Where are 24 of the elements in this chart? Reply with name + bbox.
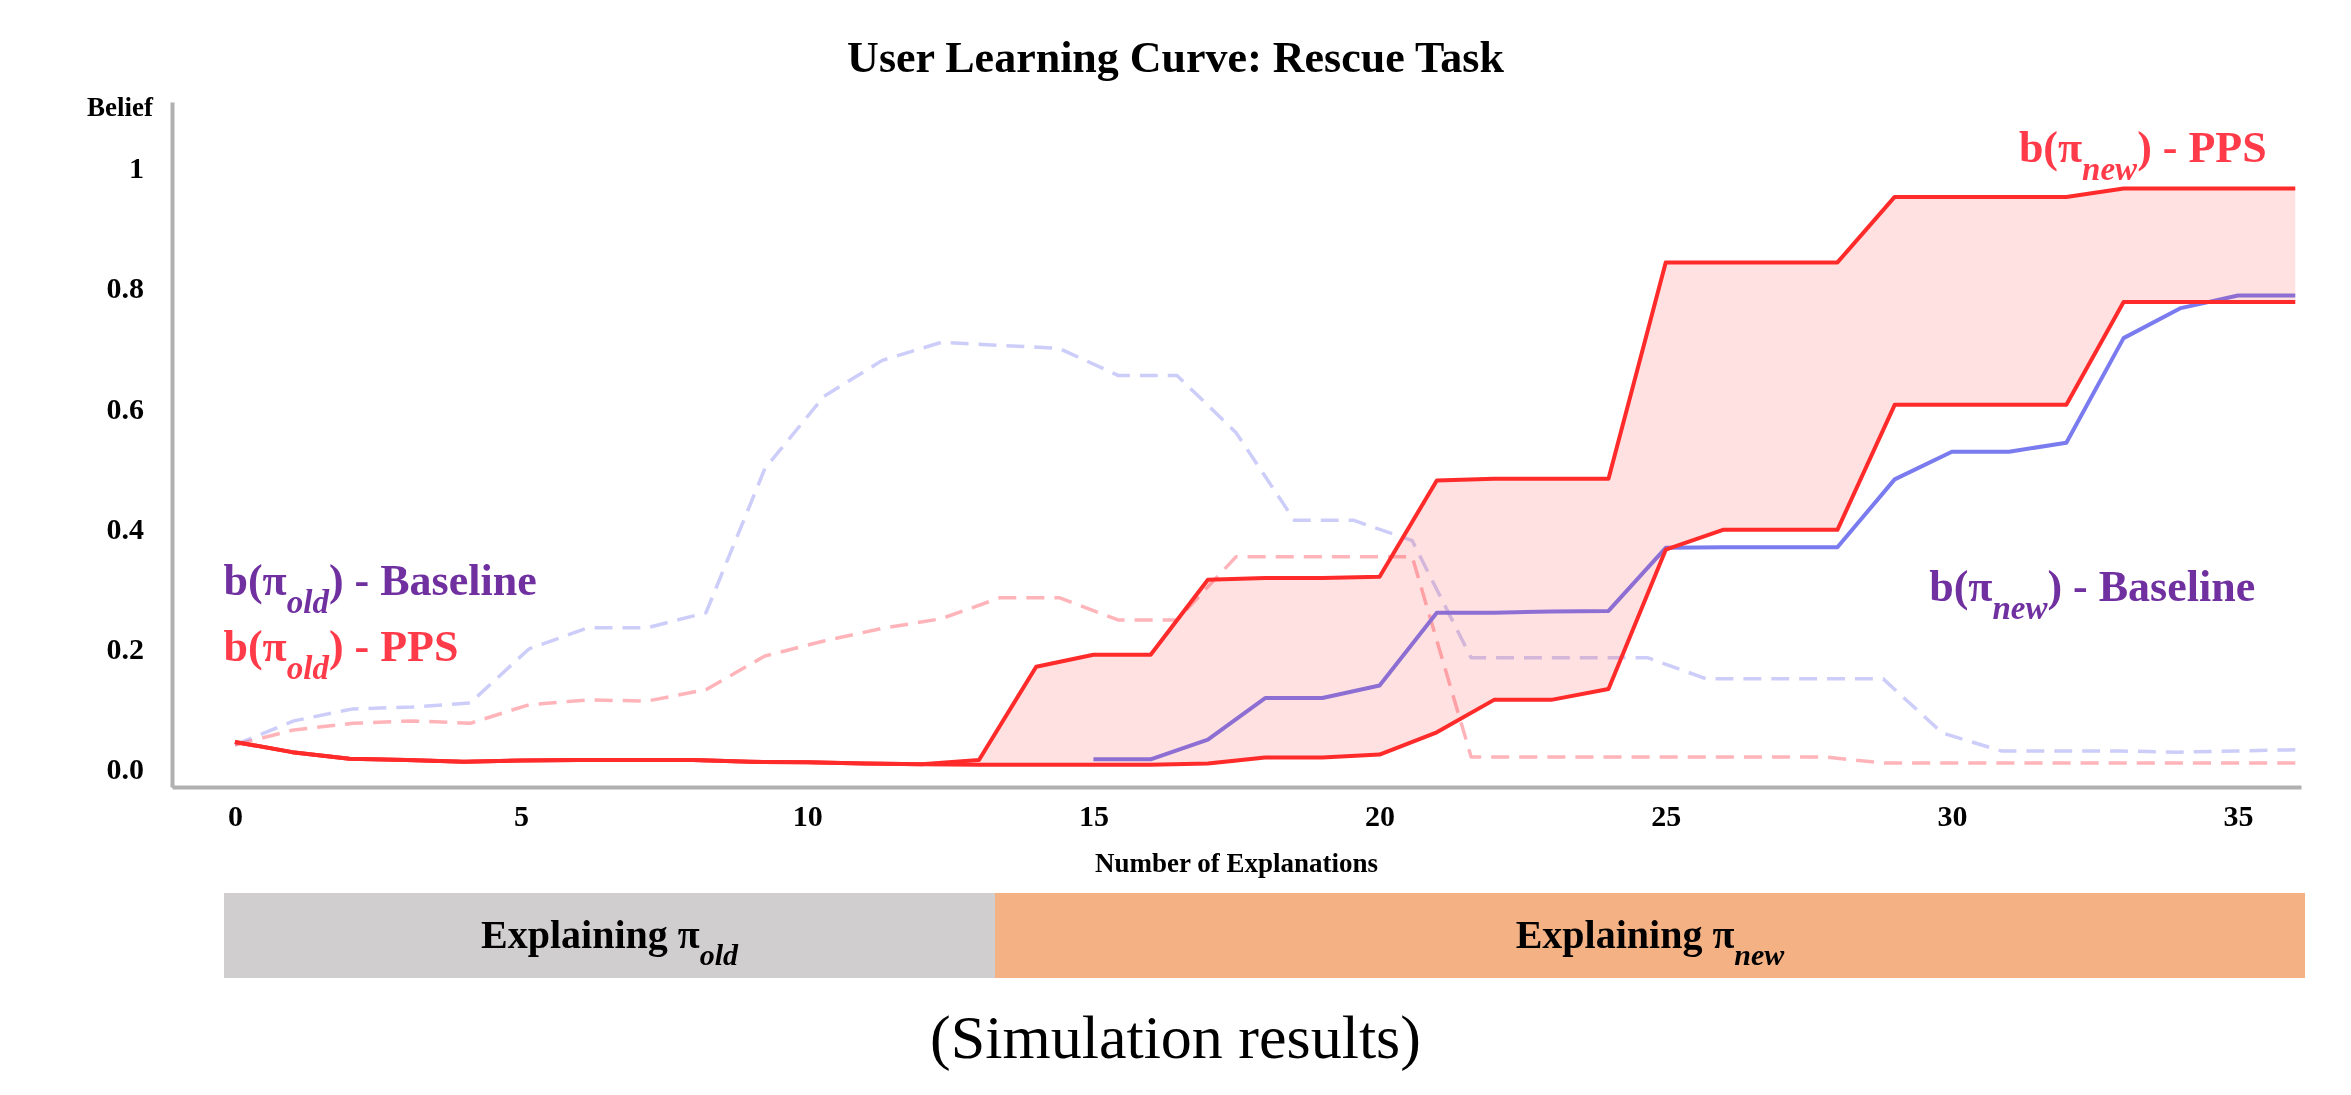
y-tick-label: 0.0 (106, 752, 144, 786)
series-label: b(π$_{old}$) - Baseline (223, 555, 537, 620)
text: Explaining π$_{new}$ (1515, 912, 1786, 971)
x-tick-label: 25 (1651, 799, 1682, 833)
series-label: b(π$_{new}$) - Baseline (1929, 561, 2256, 626)
y-tick-label: 0.8 (106, 271, 144, 305)
series-label: b(π$_{old}$) - PPS (223, 621, 459, 686)
y-tick-label: 1 (129, 151, 144, 185)
x-tick-label: 10 (792, 799, 823, 833)
text: Explaining π$_{old}$ (480, 912, 739, 971)
text: (Simulation results) (930, 1003, 1421, 1072)
y-tick-label: 0.4 (106, 511, 144, 545)
y-tick-label: 0.6 (106, 391, 144, 425)
y-tick-label: 0.2 (106, 631, 144, 665)
y-axis-title: Belief (87, 92, 154, 122)
x-tick-label: 5 (514, 799, 530, 833)
x-axis-title: Number of Explanations (1094, 848, 1379, 878)
x-tick-label: 0 (227, 799, 243, 833)
x-tick-label: 35 (2223, 799, 2254, 833)
x-tick-label: 30 (1937, 799, 1968, 833)
chart-title: User Learning Curve: Rescue Task (847, 33, 1505, 82)
x-tick-label: 15 (1078, 799, 1109, 833)
x-tick-label: 20 (1365, 799, 1396, 833)
series-label: b(π$_{new}$) - PPS (2018, 123, 2267, 188)
